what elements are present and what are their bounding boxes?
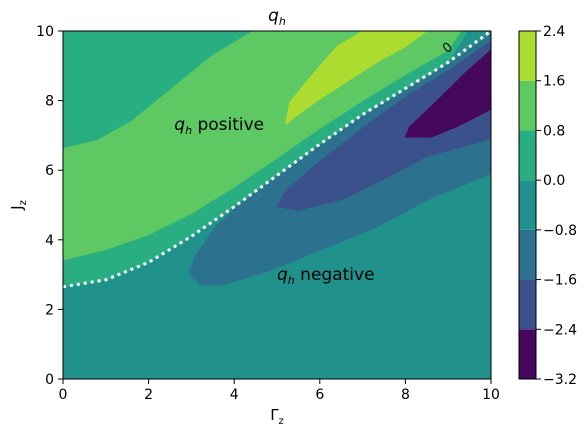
colorbar xyxy=(519,31,536,379)
contour-regions xyxy=(63,31,491,379)
x-tick-label: 10 xyxy=(482,387,500,403)
x-tick-label: 4 xyxy=(230,387,239,403)
colorbar-tick-label: 0.8 xyxy=(543,123,565,139)
y-tick-label: 8 xyxy=(45,94,54,110)
chart-title: qh xyxy=(268,6,286,28)
colorbar-band xyxy=(519,180,536,230)
y-tick-label: 2 xyxy=(45,302,54,318)
contour-region-5 xyxy=(276,40,491,211)
colorbar-tick-label: −2.4 xyxy=(543,322,577,338)
x-tick-label: 2 xyxy=(144,387,153,403)
y-axis-ticks: 0 2 4 6 8 10 xyxy=(36,24,63,388)
colorbar-band xyxy=(519,229,536,280)
colorbar-frame xyxy=(518,30,537,380)
y-tick-label: 4 xyxy=(45,233,54,249)
colorbar-band xyxy=(519,279,536,330)
x-axis-label: Γz xyxy=(270,406,284,427)
y-tick-label: 6 xyxy=(45,163,54,179)
colorbar-tick-label: −1.6 xyxy=(543,273,577,289)
contour-region-2 xyxy=(63,31,462,261)
plot-frame xyxy=(62,30,492,380)
x-axis-ticks: 0 2 4 6 8 10 xyxy=(59,379,500,403)
colorbar-tick-label: 1.6 xyxy=(543,74,565,90)
y-axis-label: Jz xyxy=(8,200,29,211)
plot-area xyxy=(63,31,491,379)
x-tick-label: 0 xyxy=(59,387,68,403)
colorbar-tick-label: 0.0 xyxy=(543,173,565,189)
x-tick-label: 6 xyxy=(315,387,324,403)
annotation-negative: qh negative xyxy=(277,265,375,287)
colorbar-tick-label: 2.4 xyxy=(543,24,565,40)
x-tick-label: 8 xyxy=(401,387,410,403)
annotation-positive: qh positive xyxy=(174,115,264,137)
y-tick-label: 10 xyxy=(36,24,54,40)
colorbar-tick-label: −3.2 xyxy=(543,372,577,388)
y-tick-label: 0 xyxy=(45,372,54,388)
colorbar-ticks: −3.2 −2.4 −1.6 −0.8 0.0 0.8 1.6 2.4 xyxy=(536,24,577,388)
contour-region-3 xyxy=(285,31,428,125)
colorbar-band xyxy=(519,329,536,379)
colorbar-tick-label: −0.8 xyxy=(543,223,577,239)
colorbar-band xyxy=(519,130,536,181)
colorbar-band xyxy=(519,31,536,81)
colorbar-band xyxy=(519,80,536,131)
contour-region-6 xyxy=(404,49,491,138)
